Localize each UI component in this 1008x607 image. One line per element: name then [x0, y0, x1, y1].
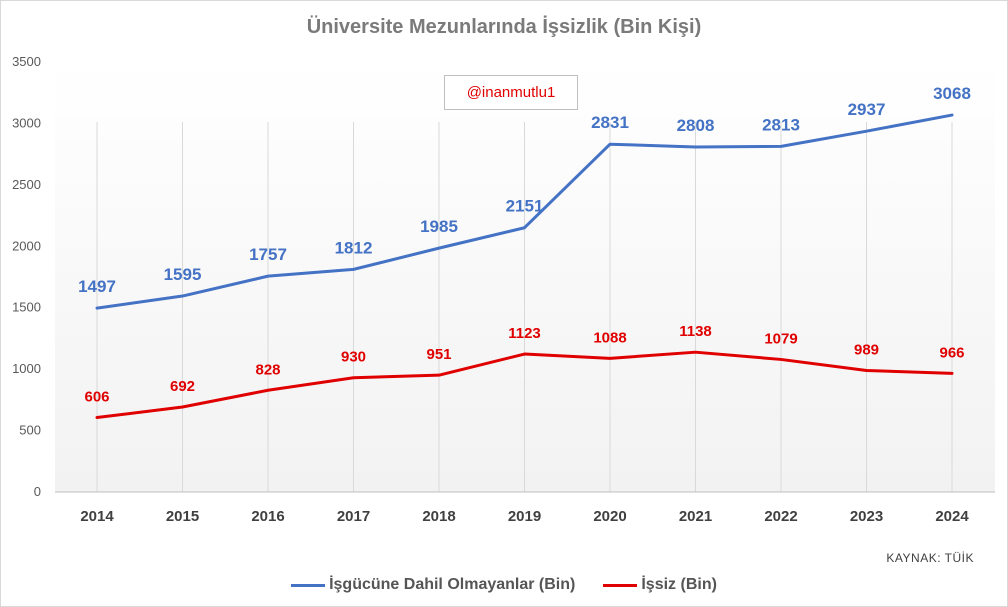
y-tick-label: 0 [34, 484, 41, 499]
y-tick-label: 500 [19, 423, 41, 438]
data-label-series1: 2151 [506, 197, 544, 216]
y-tick-label: 3000 [12, 115, 41, 130]
data-label-series1: 1812 [335, 238, 373, 257]
y-tick-label: 3500 [12, 54, 41, 69]
data-label-series1: 1757 [249, 245, 287, 264]
x-tick-label: 2018 [422, 508, 455, 525]
series-line-1 [95, 113, 954, 310]
data-label-series2: 951 [426, 346, 451, 363]
watermark-box: @inanmutlu1 [444, 75, 578, 110]
data-labels: 1497 1595 1757 1812 1985 2151 2831 2808 2813 2937… [78, 84, 971, 405]
x-tick-label: 2020 [593, 508, 626, 525]
legend-label-series2: İşsiz (Bin) [641, 576, 717, 593]
x-tick-label: 2024 [935, 508, 969, 525]
data-label-series1: 2937 [848, 100, 886, 119]
legend-item-series1: İşgücüne Dahil Olmayanlar (Bin) [291, 576, 575, 594]
data-label-series2: 930 [341, 349, 366, 366]
x-tick-label: 2021 [679, 508, 712, 525]
data-label-series2: 606 [84, 389, 109, 406]
data-label-series2: 1088 [593, 329, 626, 346]
series-lines [95, 113, 954, 420]
chart-title: Üniversite Mezunlarında İşsizlik (Bin Ki… [306, 16, 702, 38]
data-label-series2: 966 [939, 344, 964, 361]
data-label-series1: 2808 [677, 116, 715, 135]
data-label-series2: 989 [854, 341, 879, 358]
source-note: KAYNAK: TÜİK [886, 551, 974, 565]
data-label-series2: 1079 [764, 330, 797, 347]
data-label-series2: 828 [255, 361, 280, 378]
legend: İşgücüne Dahil Olmayanlar (Bin) İşsiz (B… [0, 576, 1008, 594]
data-label-series1: 1985 [420, 217, 458, 236]
legend-swatch-series2 [603, 583, 638, 587]
x-tick-label: 2022 [764, 508, 797, 525]
x-tick-label: 2019 [508, 508, 541, 525]
data-label-series1: 2831 [591, 113, 629, 132]
x-tick-label: 2023 [850, 508, 883, 525]
data-label-series1: 3068 [933, 84, 971, 103]
data-label-series2: 1138 [679, 323, 712, 340]
legend-item-series2: İşsiz (Bin) [603, 576, 717, 594]
x-tick-label: 2016 [251, 508, 284, 525]
data-label-series1: 1595 [164, 265, 202, 284]
y-tick-label: 2500 [12, 177, 41, 192]
x-tick-label: 2017 [337, 508, 370, 525]
y-tick-label: 1000 [12, 361, 41, 376]
gridlines [55, 122, 995, 493]
x-axis: 2014 2015 2016 2017 2018 2019 2020 2021 2022 2023… [80, 508, 969, 525]
data-label-series1: 2813 [762, 115, 800, 134]
x-tick-label: 2014 [80, 508, 114, 525]
legend-swatch-series1 [291, 583, 326, 587]
data-label-series2: 1123 [508, 325, 541, 342]
x-tick-label: 2015 [166, 508, 199, 525]
y-tick-label: 1500 [12, 300, 41, 315]
legend-label-series1: İşgücüne Dahil Olmayanlar (Bin) [329, 576, 576, 593]
y-axis: 0 500 1000 1500 2000 2500 3000 3500 [12, 54, 41, 499]
series-line-2 [95, 350, 954, 420]
data-label-series2: 692 [170, 378, 195, 395]
data-label-series1: 1497 [78, 277, 116, 296]
y-tick-label: 2000 [12, 238, 41, 253]
